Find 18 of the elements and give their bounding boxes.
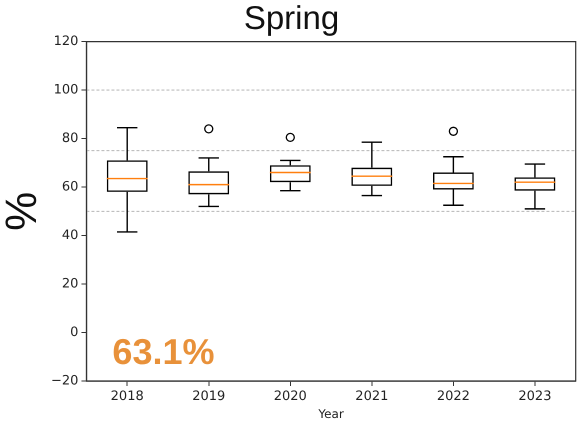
y-tick-label: 40 (62, 228, 78, 243)
y-tick-label: 100 (54, 82, 78, 98)
x-tick-label: 2018 (110, 389, 144, 404)
x-tick-label: 2023 (518, 389, 552, 404)
y-tick-label: 0 (70, 324, 78, 340)
y-tick-label: 80 (62, 130, 78, 146)
y-tick-label: 60 (62, 179, 78, 194)
x-axis-title: Year (317, 406, 344, 421)
chart-title: Spring (244, 0, 340, 36)
y-tick-label: −20 (50, 373, 78, 388)
y-axis-title: % (0, 192, 46, 231)
x-tick-label: 2020 (274, 389, 307, 404)
x-tick-label: 2022 (436, 389, 470, 404)
x-tick-label: 2019 (192, 389, 226, 404)
y-tick-label: 20 (62, 276, 78, 292)
x-tick-label: 2021 (355, 389, 388, 404)
y-tick-label: 120 (54, 34, 78, 49)
annotation: 63.1% (112, 331, 215, 372)
